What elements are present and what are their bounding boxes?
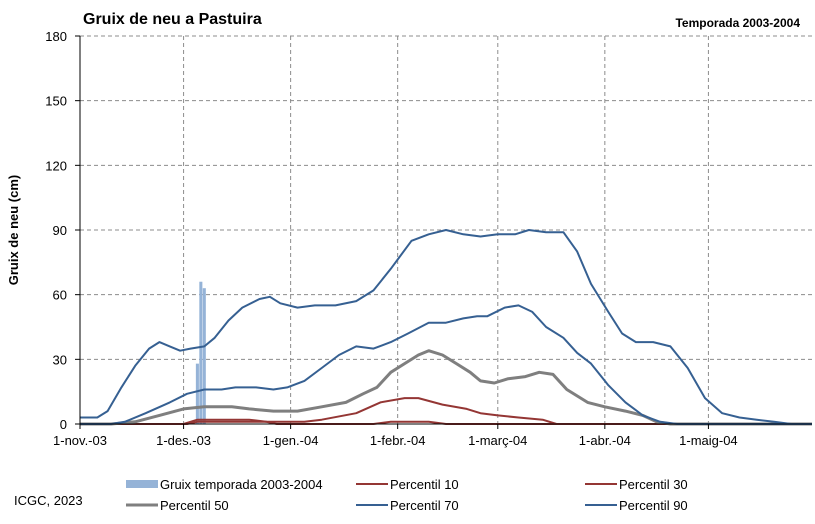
y-tick-labels: 0 30 60 90 120 150 180 <box>45 29 67 432</box>
x-tick-label: 1-març-04 <box>468 433 527 448</box>
legend-label: Gruix temporada 2003-2004 <box>160 477 323 492</box>
y-tick-label: 90 <box>53 223 67 238</box>
series-line-percentil-70 <box>80 304 812 425</box>
legend-label: Percentil 90 <box>619 498 688 513</box>
x-tick-label: 1-des.-03 <box>156 433 211 448</box>
x-tick-labels: 1-nov.-03 1-des.-03 1-gen.-04 1-febr.-04 1-m… <box>53 433 738 448</box>
chart-title: Gruix de neu a Pastuira <box>83 11 262 28</box>
legend-label: Percentil 30 <box>619 477 688 492</box>
axes <box>75 35 812 429</box>
series-line-percentil-30 <box>80 397 812 425</box>
y-tick-label: 60 <box>53 288 67 303</box>
legend-label: Percentil 50 <box>160 498 229 513</box>
x-tick-label: 1-maig-04 <box>679 433 738 448</box>
y-tick-label: 120 <box>45 158 67 173</box>
chart-subtitle: Temporada 2003-2004 <box>675 16 800 30</box>
x-tick-label: 1-febr.-04 <box>370 433 426 448</box>
legend-label: Percentil 10 <box>390 477 459 492</box>
snow-depth-bars <box>195 281 206 424</box>
y-tick-label: 180 <box>45 29 67 44</box>
y-tick-label: 30 <box>53 352 67 367</box>
legend: Gruix temporada 2003-2004 Percentil 10 Per… <box>126 477 688 513</box>
x-tick-label: 1-abr.-04 <box>579 433 631 448</box>
credit-text: ICGC, 2023 <box>14 493 83 508</box>
series-line-percentil-90 <box>80 229 812 425</box>
snow-depth-bar <box>202 288 206 424</box>
x-tick-label: 1-gen.-04 <box>263 433 319 448</box>
y-tick-label: 0 <box>60 417 67 432</box>
snow-depth-bar <box>199 281 203 424</box>
legend-label: Percentil 70 <box>390 498 459 513</box>
x-tick-label: 1-nov.-03 <box>53 433 107 448</box>
y-tick-label: 150 <box>45 94 67 109</box>
y-axis-label: Gruix de neu (cm) <box>6 175 21 286</box>
snow-depth-bar <box>195 363 199 424</box>
percentile-lines <box>80 229 812 426</box>
series-line-percentil-50 <box>80 349 812 426</box>
